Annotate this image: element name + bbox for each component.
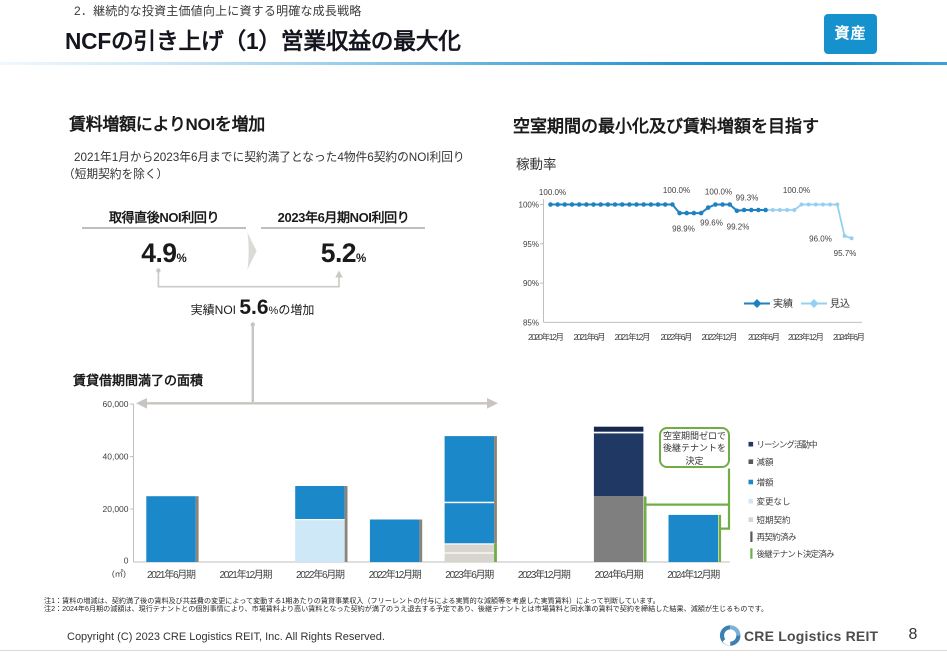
svg-text:96.0%: 96.0%	[809, 235, 832, 244]
svg-text:2020年12月: 2020年12月	[528, 332, 564, 342]
svg-text:2021年12月期: 2021年12月期	[220, 568, 273, 581]
svg-text:再契約済み: 再契約済み	[757, 532, 797, 542]
svg-text:100.0%: 100.0%	[663, 186, 690, 195]
svg-text:変更なし: 変更なし	[757, 497, 791, 507]
svg-text:実績: 実績	[773, 297, 793, 310]
svg-text:2022年6月: 2022年6月	[661, 332, 693, 342]
svg-text:2021年12月: 2021年12月	[615, 332, 651, 342]
svg-text:2022年6月期: 2022年6月期	[296, 568, 345, 581]
svg-text:40,000: 40,000	[103, 452, 129, 462]
svg-text:2023年6月: 2023年6月	[748, 332, 780, 342]
svg-text:(㎡): (㎡)	[112, 569, 126, 579]
svg-text:2024年6月期: 2024年6月期	[595, 568, 644, 581]
svg-text:減額: 減額	[757, 457, 775, 467]
svg-text:2024年12月期: 2024年12月期	[667, 568, 720, 581]
svg-text:85%: 85%	[523, 318, 539, 327]
svg-text:2022年12月: 2022年12月	[702, 332, 738, 342]
svg-text:2022年12月期: 2022年12月期	[369, 568, 422, 581]
svg-text:20,000: 20,000	[103, 504, 129, 514]
svg-text:100%: 100%	[519, 200, 539, 209]
svg-text:60,000: 60,000	[103, 399, 129, 409]
svg-text:99.6%: 99.6%	[700, 219, 723, 228]
svg-text:2023年12月期: 2023年12月期	[518, 568, 571, 581]
svg-text:後継テナント決定済み: 後継テナント決定済み	[757, 549, 835, 559]
svg-text:2024年6月: 2024年6月	[833, 332, 865, 342]
svg-text:見込: 見込	[830, 298, 850, 310]
svg-text:増額: 増額	[757, 477, 775, 487]
svg-text:100.0%: 100.0%	[783, 186, 810, 195]
svg-text:CRE Logistics REIT: CRE Logistics REIT	[744, 628, 879, 644]
svg-text:2023年12月: 2023年12月	[788, 332, 824, 342]
svg-text:短期契約: 短期契約	[757, 515, 791, 525]
svg-text:99.2%: 99.2%	[727, 223, 750, 232]
svg-text:リーシング活動中: リーシング活動中	[757, 440, 818, 450]
svg-text:2021年6月期: 2021年6月期	[147, 568, 196, 581]
svg-text:100.0%: 100.0%	[539, 188, 566, 197]
svg-text:0: 0	[124, 556, 129, 566]
svg-text:100.0%: 100.0%	[705, 188, 732, 197]
svg-text:2021年6月: 2021年6月	[574, 332, 606, 342]
svg-text:95%: 95%	[523, 240, 539, 249]
svg-text:98.9%: 98.9%	[672, 225, 695, 234]
svg-text:99.3%: 99.3%	[736, 194, 759, 203]
svg-text:90%: 90%	[523, 279, 539, 288]
svg-text:95.7%: 95.7%	[834, 249, 857, 258]
svg-text:2023年6月期: 2023年6月期	[445, 568, 494, 581]
